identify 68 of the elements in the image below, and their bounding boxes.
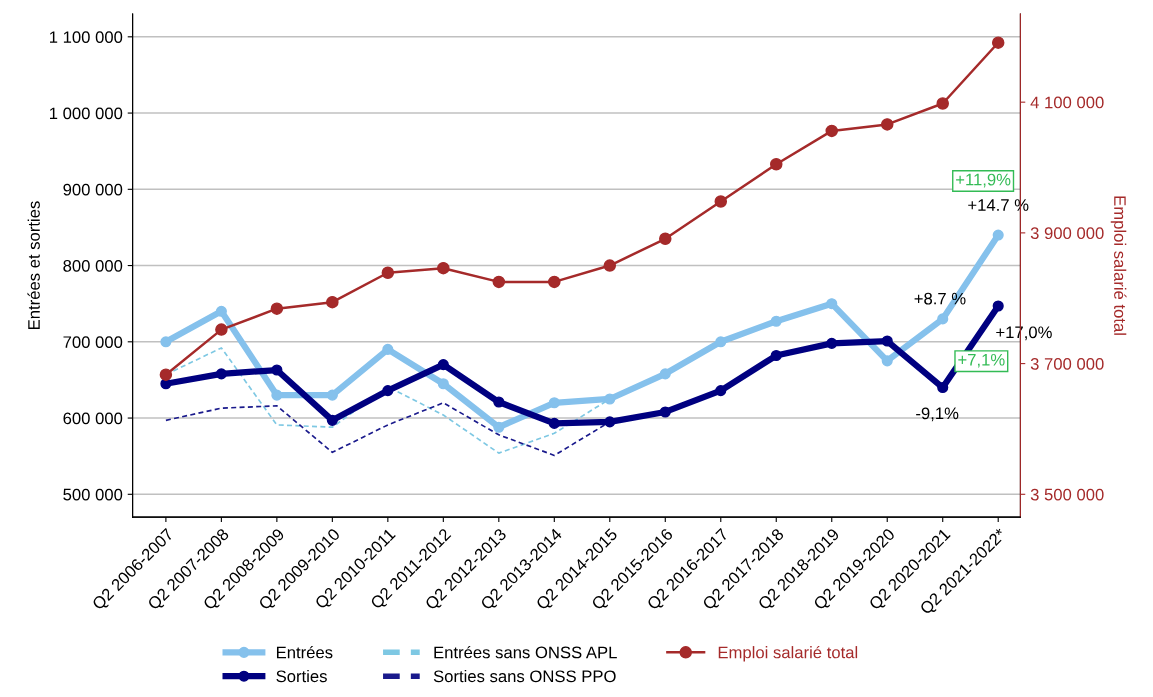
y-axis-title: Entrées et sorties [27,201,40,330]
point [715,336,727,348]
point [382,343,394,355]
point [770,158,783,171]
y-tick-label: 700 000 [63,336,123,349]
point [437,261,450,275]
y2-axis-title: Emploi salarié total [1110,196,1127,335]
point [548,397,560,409]
point [548,417,560,429]
point [215,323,228,336]
point [714,195,728,208]
point [604,416,616,428]
point [492,275,506,289]
legend-label: Sorties sans ONSS PPO [433,669,616,683]
y-tick-label: 1 000 000 [50,107,123,120]
legend-label: Entrées sans ONSS APL [434,645,617,659]
y-tick-label: 900 000 [63,183,123,196]
point [381,266,395,279]
point [159,368,173,381]
point [603,259,617,272]
point [548,275,561,289]
annotation: +11,9% [956,173,1011,188]
point [493,421,505,433]
legend-label: Emploi salarié total [718,645,858,662]
point [937,381,949,394]
annotation: +8.7 % [914,292,966,305]
point [659,232,672,246]
point [271,364,283,376]
point [826,337,838,349]
legend-label: Entrées [276,645,333,659]
point [992,229,1004,241]
point [326,414,338,426]
point [437,378,449,390]
point [881,355,893,367]
y-tick-label: 1 100 000 [50,31,123,44]
legend-label: Sorties [276,669,327,683]
point [215,368,227,380]
point [936,97,949,110]
point [826,298,838,310]
point [880,118,894,131]
y-tick-label: 500 000 [63,488,123,501]
annotation: +7,1% [958,353,1005,368]
point [160,336,172,348]
point [270,302,284,315]
point [604,393,616,405]
y-tick-label: 800 000 [63,259,123,272]
point [271,389,283,401]
point [770,315,782,327]
point [326,295,339,309]
point [493,396,505,408]
point [715,385,727,397]
point [659,406,671,418]
point [770,349,782,362]
y2-tick-label: 3 500 000 [1030,488,1104,501]
point [937,313,949,325]
y2-tick-label: 4 100 000 [1030,96,1104,109]
point [215,305,227,317]
point [992,300,1004,312]
point [825,124,838,138]
y2-tick-label: 3 900 000 [1030,227,1104,240]
point [437,359,449,371]
y-tick-label: 600 000 [63,412,123,425]
point [382,385,394,397]
point [659,368,671,380]
y2-tick-label: 3 700 000 [1030,357,1104,370]
point [991,36,1005,49]
annotation: -9,1% [916,407,959,422]
point [881,335,893,347]
